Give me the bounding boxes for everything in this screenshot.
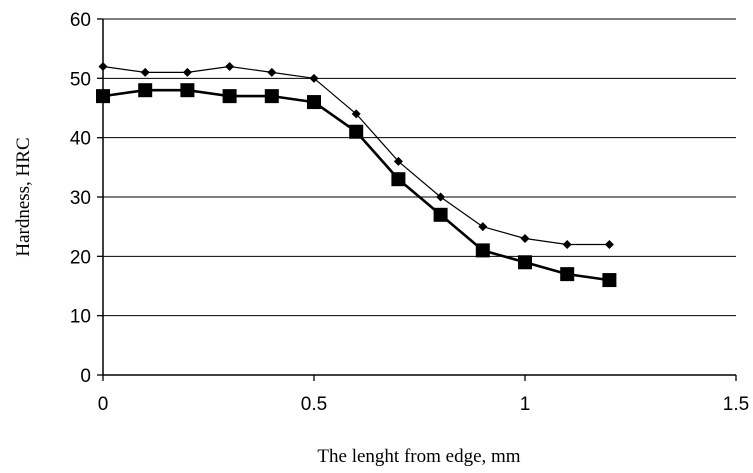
gridlines	[103, 18, 736, 317]
data-point-square	[307, 95, 321, 110]
data-point-diamond	[436, 192, 446, 202]
y-tick-label: 20	[70, 247, 91, 268]
y-tick-label: 0	[80, 366, 91, 387]
x-tick-label: 1	[520, 394, 531, 415]
data-point-diamond	[98, 61, 108, 71]
y-tick-label: 50	[70, 69, 91, 90]
data-point-diamond	[478, 222, 488, 232]
data-point-square	[391, 172, 406, 187]
data-point-diamond	[140, 67, 150, 77]
data-point-square	[264, 89, 279, 104]
data-point-diamond	[309, 73, 319, 83]
data-point-diamond	[562, 239, 572, 249]
data-point-diamond	[267, 67, 277, 77]
x-axis-title: The lenght from edge, mm	[317, 446, 520, 467]
data-point-square	[222, 89, 237, 104]
data-point-square	[180, 83, 195, 98]
data-point-diamond	[393, 156, 403, 166]
tick-labels: 0 10 20 30 40 50 60 0 0.5 1 1.5	[70, 10, 749, 415]
data-point-square	[560, 267, 575, 282]
axes	[97, 18, 737, 381]
y-tick-label: 10	[70, 307, 91, 328]
data-point-square	[433, 207, 448, 222]
y-tick-label: 30	[70, 188, 91, 209]
x-tick-label: 1.5	[723, 394, 749, 415]
data-point-diamond	[604, 239, 614, 249]
data-point-square	[349, 124, 364, 139]
y-tick-label: 60	[70, 10, 91, 31]
data-point-diamond	[351, 109, 361, 119]
data-point-diamond	[520, 234, 530, 244]
data-point-square	[96, 89, 110, 104]
data-point-square	[602, 273, 617, 288]
x-tick-label: 0	[98, 394, 109, 415]
y-axis-title: Hardness, HRC	[13, 137, 34, 256]
series-line-2	[102, 88, 610, 282]
series-group	[96, 61, 617, 288]
data-point-square	[475, 243, 490, 258]
data-point-diamond	[182, 67, 192, 77]
x-tick-label: 0.5	[301, 394, 327, 415]
data-point-square	[518, 255, 532, 270]
series-line-1	[102, 65, 610, 246]
data-point-square	[138, 83, 153, 98]
y-tick-label: 40	[70, 129, 91, 150]
data-point-diamond	[225, 61, 235, 71]
